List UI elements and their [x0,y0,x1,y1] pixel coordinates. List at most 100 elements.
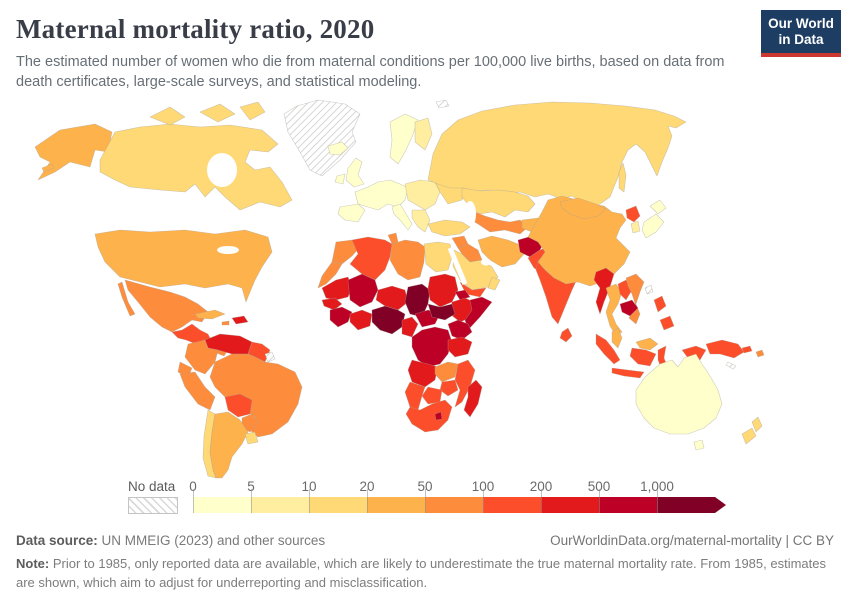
country-chad[interactable] [404,283,431,318]
country-botswana[interactable] [421,386,443,405]
country-taiwan[interactable] [644,284,654,295]
country-balkans[interactable] [411,209,431,233]
country-nigeria[interactable] [371,305,406,335]
country-north-korea[interactable] [625,205,641,223]
country-iberia[interactable] [337,203,366,223]
country-united-states-alaska[interactable] [34,123,113,181]
attribution-link[interactable]: OurWorldinData.org/maternal-mortality | … [550,533,834,548]
country-indonesia-sumatra[interactable] [595,333,621,365]
country-new-zealand-south[interactable] [741,427,757,445]
legend-bin-1,000+[interactable] [657,497,715,513]
country-solomon-islands[interactable] [741,345,753,354]
country-central-europe[interactable] [404,179,441,211]
country-somalia[interactable] [464,296,493,331]
owid-logo[interactable]: Our World in Data [761,10,841,57]
country-mozambique[interactable] [454,359,476,408]
country-jamaica[interactable] [221,320,230,326]
country-malaysia-peninsula[interactable] [611,327,623,349]
country-united-kingdom[interactable] [345,157,365,188]
country-philippines-luzon[interactable] [653,295,667,313]
country-peru[interactable] [179,371,216,411]
country-uruguay[interactable] [244,431,259,445]
legend-bin-10-20[interactable] [309,497,367,513]
country-cote-divoire-ghana[interactable] [349,309,373,331]
country-mexico[interactable] [124,279,209,333]
legend-bin-500-1,000[interactable] [599,497,657,513]
country-tanzania[interactable] [447,336,473,358]
country-dr-congo[interactable] [411,326,453,368]
country-algeria[interactable] [349,236,393,281]
country-vietnam[interactable] [625,273,645,325]
legend-bin-50-100[interactable] [425,497,483,513]
country-angola[interactable] [407,359,439,388]
legend-bin-5-10[interactable] [251,497,309,513]
country-turkey[interactable] [427,219,471,237]
legend-bin-0-5[interactable] [193,497,251,513]
country-norway-sweden[interactable] [389,113,419,165]
country-australia-tasmania[interactable] [693,439,705,451]
country-zimbabwe[interactable] [439,379,459,397]
country-iceland[interactable] [327,141,349,156]
baltic-sea [406,158,416,178]
country-kenya[interactable] [447,319,473,341]
country-new-zealand-north[interactable] [751,416,763,433]
country-cuba[interactable] [194,309,226,320]
country-japan-honshu[interactable] [641,213,665,239]
country-finland[interactable] [414,117,433,151]
country-lesotho[interactable] [434,411,443,421]
country-indonesia-kalimantan[interactable] [629,347,657,367]
country-french-guiana[interactable] [264,351,276,363]
country-malaysia-borneo[interactable] [635,337,659,351]
country-fiji[interactable] [755,349,765,358]
country-zambia[interactable] [434,361,459,383]
legend-bin-100-200[interactable] [483,497,541,513]
country-cameroon[interactable] [401,316,419,338]
country-western-sahara[interactable] [317,261,343,289]
country-mexico-baja[interactable] [117,281,136,317]
legend-bin-200-500[interactable] [541,497,599,513]
country-papua-new-guinea[interactable] [705,339,745,359]
country-australia[interactable] [635,353,723,435]
country-south-sudan[interactable] [427,303,456,321]
country-mali[interactable] [347,273,379,308]
country-canada-arctic-2[interactable] [199,103,236,123]
country-myanmar[interactable] [593,267,615,315]
country-madagascar[interactable] [463,379,483,418]
country-greenland[interactable] [283,99,361,177]
country-cambodia[interactable] [619,299,639,317]
country-south-korea[interactable] [630,220,641,234]
country-ireland[interactable] [334,173,346,185]
country-south-africa[interactable] [405,399,453,433]
country-libya[interactable] [389,239,426,281]
country-senegal[interactable] [321,297,343,311]
country-egypt[interactable] [423,241,453,273]
country-russia-sakhalin[interactable] [618,162,627,193]
country-new-caledonia[interactable] [725,361,737,370]
chart-subtitle: The estimated number of women who die fr… [16,54,725,90]
country-hispaniola[interactable] [231,315,249,325]
country-italy[interactable] [391,203,413,231]
country-central-asia[interactable] [467,209,529,235]
country-argentina[interactable] [209,411,249,479]
country-oman[interactable] [487,276,501,291]
world-map[interactable] [0,88,850,484]
country-sri-lanka[interactable] [559,327,573,343]
legend-bin-20-50[interactable] [367,497,425,513]
country-guinea[interactable] [329,306,353,328]
country-bolivia[interactable] [224,393,253,418]
legend-no-data-swatch[interactable] [128,497,178,514]
country-namibia[interactable] [404,381,426,411]
country-japan-hokkaido[interactable] [649,199,667,215]
country-eritrea[interactable] [454,289,471,301]
country-philippines-mindanao[interactable] [659,315,675,331]
country-niger[interactable] [375,285,409,311]
country-united-states-aleutians[interactable] [41,163,55,173]
country-western-europe[interactable] [354,179,409,211]
country-canada-arctic-3[interactable] [239,101,266,121]
country-indonesia-java[interactable] [611,367,645,379]
legend-tick-label: 1,000 [640,479,674,494]
country-svalbard[interactable] [435,99,450,109]
country-canada-arctic-1[interactable] [149,106,186,126]
country-mongolia[interactable] [559,197,607,220]
country-canada[interactable] [99,123,293,211]
